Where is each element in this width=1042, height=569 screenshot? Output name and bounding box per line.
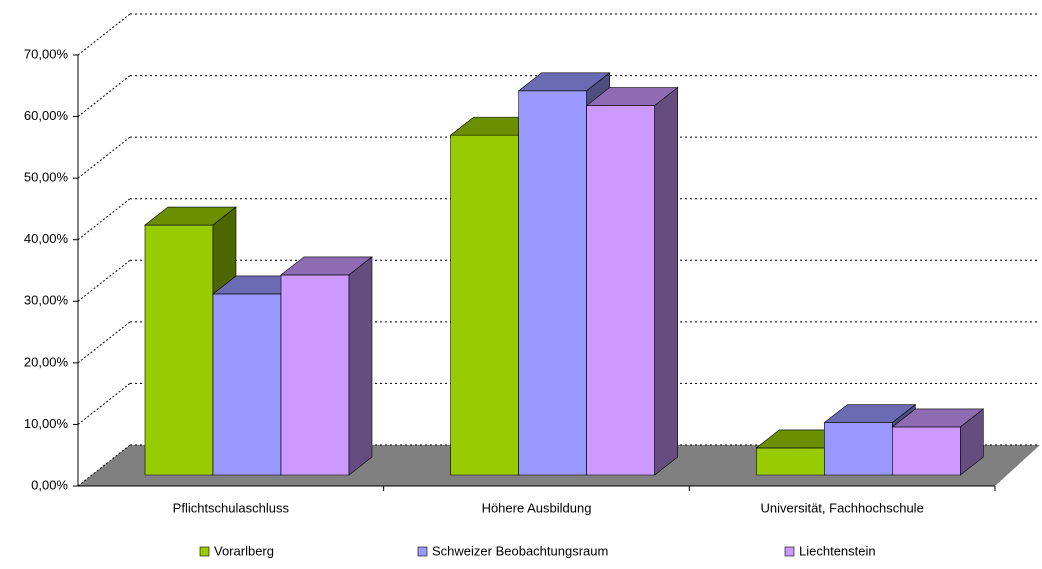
grid-diagonal [77, 75, 131, 117]
x-tick-label: Universität, Fachhochschule [761, 500, 924, 515]
legend-label: Liechtenstein [799, 543, 876, 558]
bar-front [144, 224, 214, 476]
bar-side [348, 256, 373, 476]
grid-diagonal [77, 383, 131, 425]
bar-front [450, 134, 519, 476]
grid-diagonal [77, 259, 131, 302]
y-tick-label: 20,00% [24, 354, 69, 369]
bar-side [960, 408, 984, 476]
y-tick-label: 0,00% [31, 477, 68, 492]
y-tick-label: 30,00% [24, 293, 69, 308]
grid-diagonal [77, 13, 131, 56]
bar [891, 408, 985, 476]
legend-swatch [784, 546, 795, 557]
grid-diagonal [77, 198, 131, 241]
legend-swatch [199, 546, 210, 557]
bar-side [654, 86, 678, 476]
bar-front [280, 274, 350, 476]
bar [280, 256, 373, 476]
bar [585, 86, 679, 476]
x-tick-label: Pflichtschulaschluss [173, 500, 290, 515]
bar-front [756, 447, 825, 476]
y-tick-label: 10,00% [24, 416, 69, 431]
legend-swatch [417, 546, 428, 557]
y-tick-label: 60,00% [24, 108, 69, 123]
legend-label: Vorarlberg [214, 543, 274, 558]
grid-diagonal [77, 136, 131, 179]
bar-front [518, 90, 587, 476]
bar-front [892, 426, 961, 476]
bar-front [824, 422, 893, 476]
grid-diagonal [77, 321, 131, 364]
bar-front [586, 105, 655, 476]
legend-label: Schweizer Beobachtungsraum [432, 543, 608, 558]
bar-front [212, 293, 282, 476]
x-tick-label: Höhere Ausbildung [482, 500, 592, 515]
grid-diagonal [77, 444, 131, 487]
y-tick-label: 50,00% [24, 170, 69, 185]
y-tick-label: 70,00% [24, 46, 69, 61]
y-tick-label: 40,00% [24, 231, 69, 246]
